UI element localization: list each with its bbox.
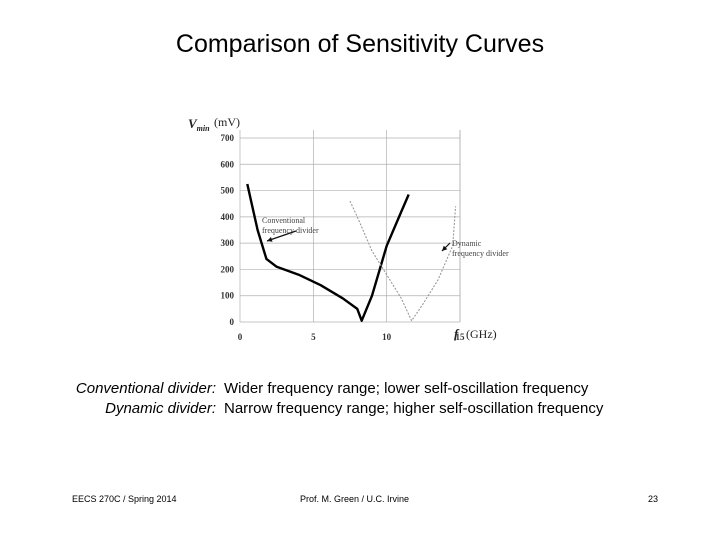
footer-course: EECS 270C / Spring 2014	[72, 494, 177, 504]
y-tick-label-4: 400	[221, 212, 235, 222]
description-texts: Wider frequency range; lower self-oscill…	[224, 379, 704, 419]
series-line-0	[246, 183, 410, 322]
y-tick-label-3: 300	[221, 238, 235, 248]
y-tick-label-0: 0	[230, 317, 235, 327]
sensitivity-chart: 0 100 200 300 400 500 600 700 0 5 10 15 Conventiona…	[188, 115, 509, 342]
y-tick-label-2: 200	[221, 264, 235, 274]
annotation-0: Conventional frequency divider	[262, 216, 319, 235]
annotation-1-line-1: frequency divider	[452, 249, 509, 258]
description-labels: Conventional divider: Dynamic divider:	[40, 379, 216, 419]
y-tick-label-1: 100	[221, 291, 235, 301]
footer-page-number: 23	[647, 494, 658, 504]
chart-grid	[239, 130, 461, 323]
annotation-0-line-0: Conventional	[262, 216, 306, 225]
description-text-dynamic: Narrow frequency range; higher self-osci…	[224, 400, 604, 417]
chart-ticks: 0 100 200 300 400 500 600 700 0 5 10 15	[221, 133, 466, 342]
y-tick-label-6: 600	[221, 159, 235, 169]
x-tick-label-2: 10	[382, 332, 392, 342]
y-tick-label-7: 700	[221, 133, 235, 143]
x-axis-symbol: f	[454, 326, 460, 341]
y-axis-symbol: Vmin	[188, 116, 210, 133]
annotation-arrowhead-0	[267, 237, 273, 242]
x-axis-label: (GHz)	[466, 327, 497, 341]
y-axis-symbol-sub: min	[197, 124, 210, 133]
footer-author: Prof. M. Green / U.C. Irvine	[300, 494, 410, 504]
annotation-arrow-0	[266, 230, 297, 242]
series-line-1	[349, 200, 457, 322]
y-axis-label: (mV)	[214, 115, 240, 129]
chart-series	[246, 183, 457, 322]
annotation-0-line-1: frequency divider	[262, 226, 319, 235]
x-tick-label-0: 0	[238, 332, 243, 342]
y-tick-label-5: 500	[221, 186, 235, 196]
annotation-arrowhead-1	[442, 245, 448, 251]
annotation-1: Dynamic frequency divider	[452, 239, 509, 258]
slide-title: Comparison of Sensitivity Curves	[175, 30, 545, 58]
description-label-conventional: Conventional divider:	[75, 380, 216, 397]
annotation-1-line-0: Dynamic	[452, 239, 482, 248]
x-tick-label-1: 5	[311, 332, 316, 342]
description-label-dynamic: Dynamic divider:	[105, 400, 216, 417]
description-text-conventional: Wider frequency range; lower self-oscill…	[224, 380, 589, 397]
x-tick-label-3: 15	[456, 332, 466, 342]
